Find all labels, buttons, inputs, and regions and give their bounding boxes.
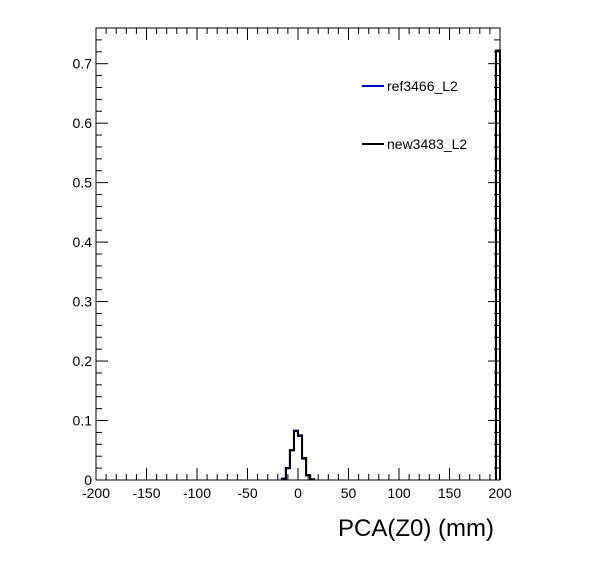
- x-tick-label: 150: [438, 485, 462, 501]
- y-tick-label: 0.4: [73, 234, 93, 250]
- x-tick-label: -50: [237, 485, 257, 501]
- x-axis-title: PCA(Z0) (mm): [338, 515, 494, 542]
- x-tick-label: -100: [183, 485, 211, 501]
- y-tick-label: 0.1: [73, 413, 93, 429]
- y-tick-label: 0: [84, 472, 92, 488]
- x-tick-label: 0: [294, 485, 302, 501]
- legend-label: ref3466_L2: [387, 78, 458, 94]
- y-tick-label: 0.7: [73, 56, 93, 72]
- frame: [95, 27, 501, 481]
- x-axis-ticks: -200 -150 -100 -50 0 50 100 150 200: [82, 28, 512, 501]
- legend-label: new3483_L2: [387, 136, 467, 152]
- x-tick-label: -200: [82, 485, 110, 501]
- y-axis-ticks: 0 0.1 0.2 0.3 0.4 0.5 0.6 0.7: [73, 27, 500, 488]
- y-tick-label: 0.5: [73, 175, 93, 191]
- x-tick-label: 50: [341, 485, 357, 501]
- x-tick-label: 100: [387, 485, 411, 501]
- series-ref3466_L2: [280, 49, 501, 481]
- y-tick-label: 0.2: [73, 353, 93, 369]
- y-tick-label: 0.3: [73, 294, 93, 310]
- x-tick-label: 200: [488, 485, 512, 501]
- y-tick-label: 0.6: [73, 115, 93, 131]
- x-tick-label: -150: [132, 485, 160, 501]
- legend: ref3466_L2 new3483_L2: [362, 78, 467, 152]
- series-new3483_L2: [280, 49, 501, 481]
- series-layer: [280, 49, 501, 481]
